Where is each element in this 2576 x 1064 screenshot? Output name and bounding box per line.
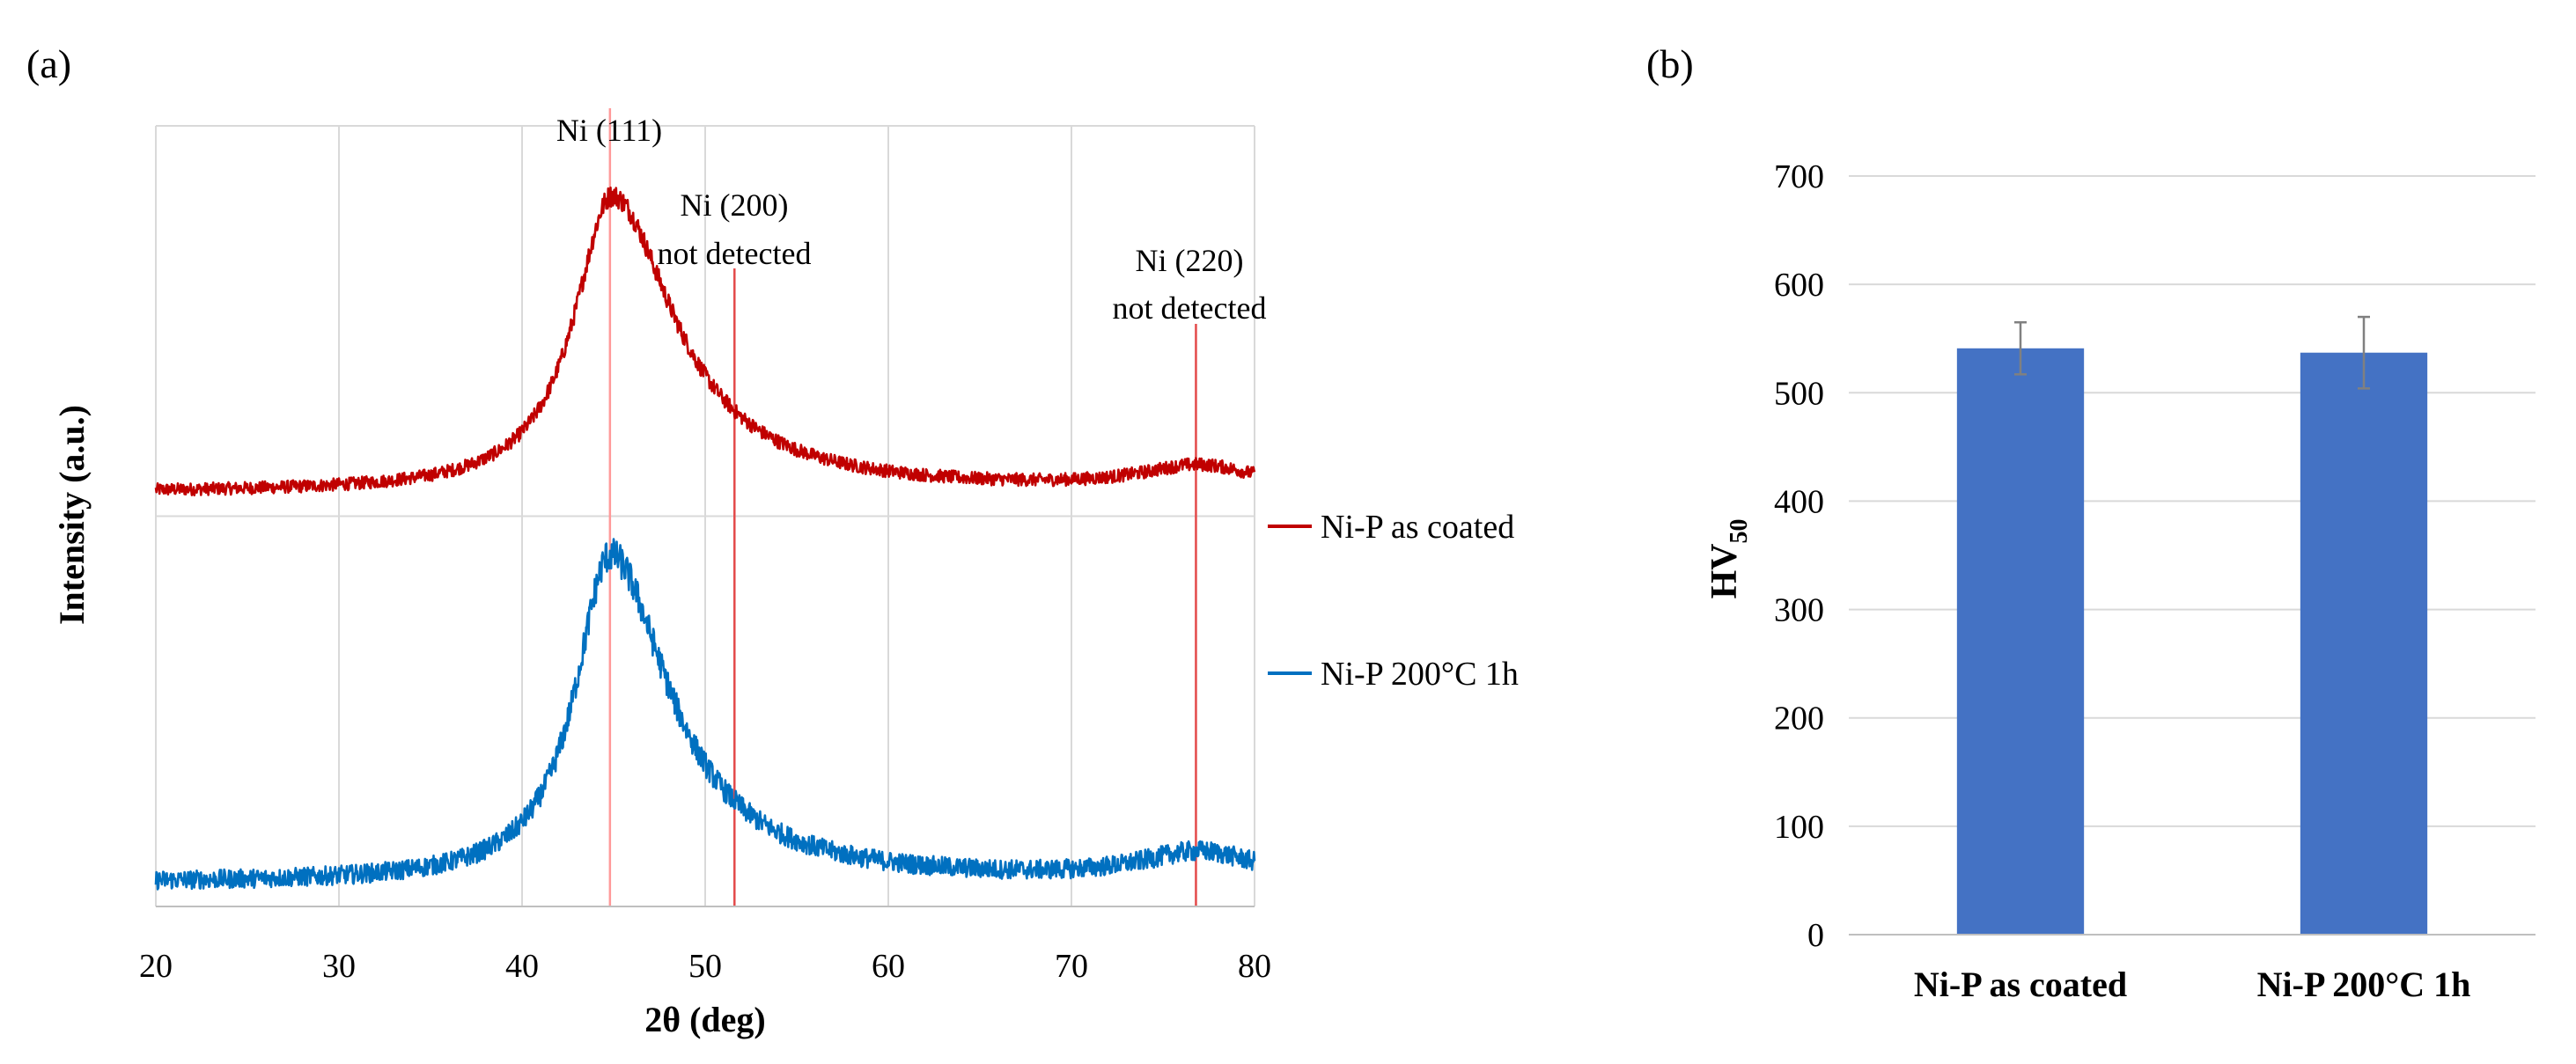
hardness-chart: (b) 0 100 200 300 400 500 600 700 Ni-P as coate… [1646,41,2536,1004]
hardness-y-axis-label-sub: 50 [1726,519,1753,544]
hardness-category-label-2: Ni-P 200°C 1h [2257,965,2471,1004]
hardness-gridlines [1849,175,2536,827]
xrd-x-tick-label: 50 [688,948,722,985]
xrd-x-tick-label: 70 [1055,948,1088,985]
xrd-x-tick-label: 40 [505,948,539,985]
xrd-y-axis-label: Intensity (a.u.) [52,405,92,625]
xrd-series-line-1 [154,186,1256,497]
xrd-peak-label-2: Ni (200) [681,187,789,223]
hardness-y-tick-label: 600 [1774,267,1824,304]
hardness-y-tick-label: 200 [1774,701,1824,737]
hardness-category-label-1: Ni-P as coated [1914,965,2127,1004]
hardness-y-tick-labels: 0 100 200 300 400 500 600 700 [1774,158,1824,954]
xrd-legend-label-1: Ni-P as coated [1321,509,1514,546]
hardness-y-tick-label: 0 [1807,917,1824,954]
xrd-x-axis-label: 2θ (deg) [644,1000,766,1039]
xrd-peak-note-3: not detected [1113,290,1267,326]
xrd-chart: (a) 20 30 40 50 60 70 80 Ni (111) Ni (200) not d… [26,41,1519,1039]
xrd-x-tick-labels: 20 30 40 50 60 70 80 [139,948,1271,985]
hardness-error-bar-2 [2358,315,2370,390]
hardness-bar-2 [2300,352,2428,935]
xrd-peak-label-3: Ni (220) [1136,243,1244,278]
hardness-y-tick-label: 500 [1774,375,1824,412]
hardness-y-tick-label: 400 [1774,483,1824,520]
xrd-legend: Ni-P as coated Ni-P 200°C 1h [1268,509,1519,693]
xrd-peak-note-2: not detected [658,236,812,271]
xrd-reference-lines [608,108,1197,906]
hardness-bars [1956,348,2428,936]
hardness-y-tick-label: 100 [1774,809,1824,846]
xrd-x-tick-label: 60 [872,948,905,985]
hardness-y-axis-label-main: HV [1704,544,1745,599]
panel-label-b: (b) [1646,41,1694,86]
panel-label-a: (a) [26,41,71,86]
hardness-error-bars [2014,315,2370,390]
hardness-bar-1 [1956,348,2085,936]
xrd-x-tick-label: 30 [322,948,356,985]
hardness-y-tick-label: 300 [1774,592,1824,629]
xrd-series-line-2 [154,538,1256,891]
xrd-series [154,186,1256,891]
xrd-x-tick-label: 20 [139,948,173,985]
xrd-legend-label-2: Ni-P 200°C 1h [1321,656,1519,693]
xrd-peak-label-1: Ni (111) [556,113,662,148]
hardness-y-axis-label: HV50 [1704,519,1753,599]
xrd-x-tick-label: 80 [1238,948,1271,985]
hardness-y-tick-label: 700 [1774,158,1824,195]
xrd-peak-labels: Ni (111) Ni (200) not detected Ni (220) not … [556,113,1267,326]
hardness-error-bar-1 [2014,320,2027,376]
hardness-category-labels: Ni-P as coated Ni-P 200°C 1h [1914,965,2470,1004]
